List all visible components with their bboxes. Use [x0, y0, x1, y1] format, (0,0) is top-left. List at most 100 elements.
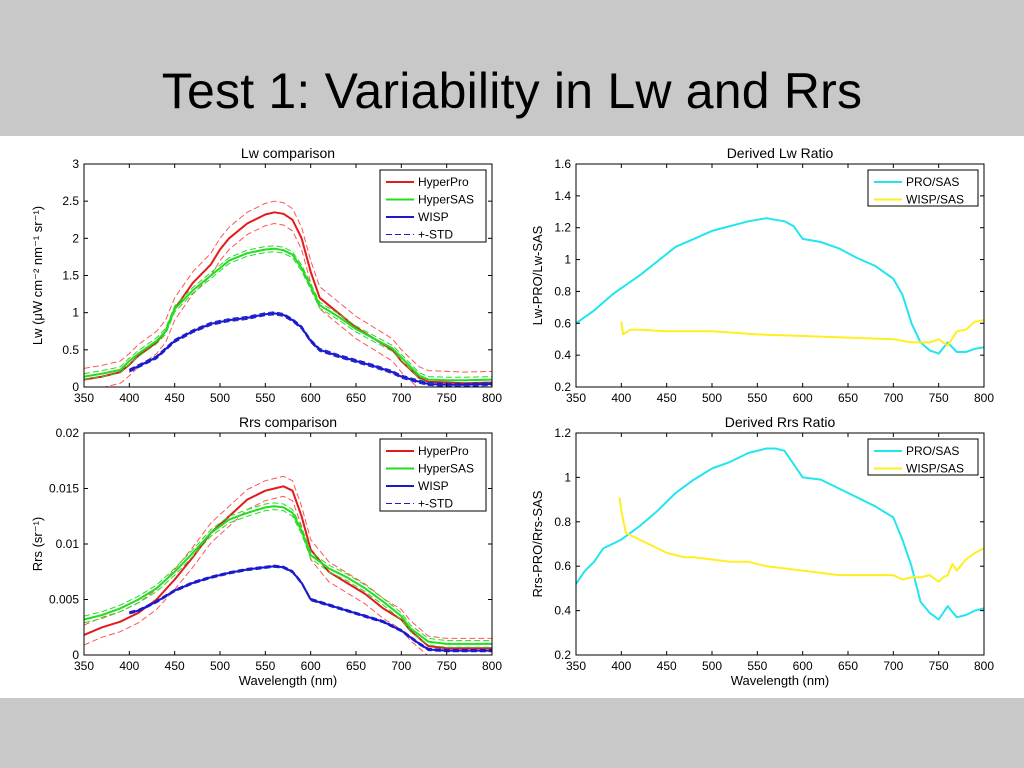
x-tick-label: 550: [747, 391, 767, 405]
y-tick-label: 0.8: [554, 515, 571, 529]
chart-rrs: Rrs comparison 350 400 450 500 550 600 650 700 75…: [30, 414, 502, 688]
plot-area: [84, 200, 492, 387]
x-tick-label: 600: [793, 659, 813, 673]
y-tick-label: 0.6: [554, 559, 571, 573]
x-tick-label: 600: [301, 659, 321, 673]
figure-canvas: Lw comparison 350 400 450 500 550 600 650 700 750…: [30, 145, 994, 688]
slide-title: Test 1: Variability in Lw and Rrs: [161, 63, 863, 119]
x-tick-label: 450: [165, 659, 185, 673]
y-tick-label: 1: [564, 470, 571, 484]
legend-label: WISP: [418, 479, 449, 493]
chart-title: Lw comparison: [241, 145, 335, 161]
y-tick-label: 0.015: [49, 482, 79, 496]
chart-lw_ratio: Derived Lw Ratio 350 400 450 500 550 600 650 700…: [530, 145, 994, 405]
series-line-wisp: [129, 565, 492, 652]
y-axis-label: Rrs (sr⁻¹): [30, 517, 45, 572]
x-tick-label: 800: [974, 391, 994, 405]
x-tick-label: 450: [165, 391, 185, 405]
figure-panel: Lw comparison 350 400 450 500 550 600 650 700 750…: [0, 136, 1024, 698]
x-tick-label: 500: [702, 659, 722, 673]
chart-lw: Lw comparison 350 400 450 500 550 600 650 700 750…: [30, 145, 502, 405]
x-tick-label: 550: [747, 659, 767, 673]
x-tick-label: 750: [929, 659, 949, 673]
x-tick-label: 550: [255, 391, 275, 405]
y-axis-label: Rrs-PRO/Rrs-SAS: [530, 490, 545, 597]
y-tick-label: 1.2: [554, 221, 571, 235]
legend-label: +-STD: [418, 228, 453, 242]
series-line-hyperpro: [84, 485, 492, 650]
series-std-hypersas-upper: [84, 245, 492, 378]
x-tick-label: 400: [119, 659, 139, 673]
y-tick-label: 1.6: [554, 157, 571, 171]
series-std-hyperpro-lower: [84, 495, 428, 655]
legend: HyperPro HyperSAS WISP +-STD: [379, 169, 487, 243]
y-tick-label: 0.4: [554, 604, 571, 618]
x-tick-label: 500: [210, 391, 230, 405]
x-tick-label: 350: [566, 659, 586, 673]
axes-frame: [575, 163, 985, 388]
x-axis-label: Wavelength (nm): [731, 673, 830, 688]
plot-area: [84, 475, 492, 655]
series-std-wisp-upper: [129, 311, 492, 384]
x-tick-label: 500: [210, 659, 230, 673]
y-tick-label: 2.5: [62, 194, 79, 208]
series-std-wisp-lower: [129, 566, 492, 653]
series-line-wisp-sas: [618, 497, 984, 583]
y-tick-label: 3: [72, 157, 79, 171]
y-tick-label: 1.2: [554, 426, 571, 440]
y-tick-label: 0.8: [554, 284, 571, 298]
x-tick-label: 650: [346, 391, 366, 405]
x-axis-label: Wavelength (nm): [239, 673, 338, 688]
x-tick-label: 700: [883, 659, 903, 673]
legend-label: HyperSAS: [418, 193, 474, 207]
y-axis-label: Lw (μW cm⁻² nm⁻¹ sr⁻¹): [30, 206, 45, 345]
series-line-wisp-sas: [620, 319, 984, 347]
y-tick-label: 0.4: [554, 348, 571, 362]
x-tick-label: 800: [482, 391, 502, 405]
x-tick-label: 650: [346, 659, 366, 673]
series-std-hypersas-lower: [84, 509, 492, 648]
series-line-wisp: [128, 312, 492, 386]
y-tick-label: 0: [72, 380, 79, 394]
axes-frame: [575, 432, 985, 656]
series-line-hypersas: [84, 247, 492, 382]
x-tick-label: 750: [437, 391, 457, 405]
series-line-pro-sas: [576, 217, 984, 355]
x-tick-label: 400: [611, 659, 631, 673]
y-axis-label: Lw-PRO/Lw-SAS: [530, 225, 545, 325]
y-tick-label: 1.5: [62, 269, 79, 283]
x-tick-label: 700: [391, 391, 411, 405]
x-tick-label: 750: [929, 391, 949, 405]
x-tick-label: 750: [437, 659, 457, 673]
legend: PRO/SAS WISP/SAS: [867, 438, 979, 476]
x-tick-label: 350: [74, 391, 94, 405]
y-tick-label: 0.005: [49, 593, 79, 607]
y-tick-label: 1.4: [554, 189, 571, 203]
x-tick-label: 650: [838, 659, 858, 673]
chart-rrs_ratio: Derived Rrs Ratio 350 400 450 500 550 600 650 70…: [530, 414, 994, 688]
legend: HyperPro HyperSAS WISP +-STD: [379, 438, 487, 512]
series-std-wisp-lower: [129, 314, 492, 387]
y-tick-label: 0: [72, 648, 79, 662]
legend: PRO/SAS WISP/SAS: [867, 169, 979, 207]
x-tick-label: 800: [482, 659, 502, 673]
plot-area: [576, 217, 984, 355]
x-tick-label: 800: [974, 659, 994, 673]
y-tick-label: 0.5: [62, 343, 79, 357]
x-tick-label: 650: [838, 391, 858, 405]
series-line-pro-sas: [576, 447, 984, 621]
x-tick-label: 450: [657, 659, 677, 673]
x-tick-label: 550: [255, 659, 275, 673]
y-tick-label: 0.02: [56, 426, 80, 440]
series-std-hypersas-upper: [84, 502, 492, 642]
y-tick-label: 2: [72, 231, 79, 245]
legend-label: PRO/SAS: [906, 444, 959, 458]
chart-title: Rrs comparison: [239, 414, 337, 430]
x-tick-label: 500: [702, 391, 722, 405]
y-tick-label: 0.2: [554, 380, 571, 394]
legend-label: +-STD: [418, 497, 453, 511]
y-tick-label: 0.01: [56, 537, 80, 551]
x-tick-label: 700: [391, 659, 411, 673]
legend-label: WISP/SAS: [906, 193, 964, 207]
y-tick-label: 1: [564, 253, 571, 267]
